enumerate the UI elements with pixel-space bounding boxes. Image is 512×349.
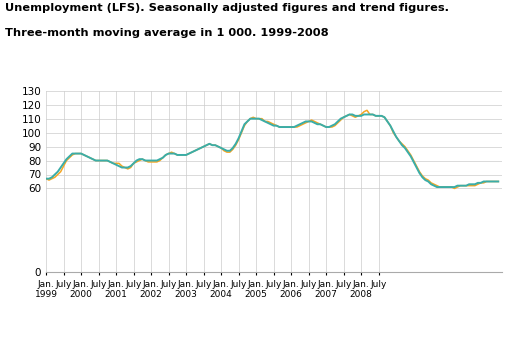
Text: Three-month moving average in 1 000. 1999-2008: Three-month moving average in 1 000. 199…: [5, 28, 329, 38]
Text: Unemployment (LFS). Seasonally adjusted figures and trend figures.: Unemployment (LFS). Seasonally adjusted …: [5, 3, 449, 14]
